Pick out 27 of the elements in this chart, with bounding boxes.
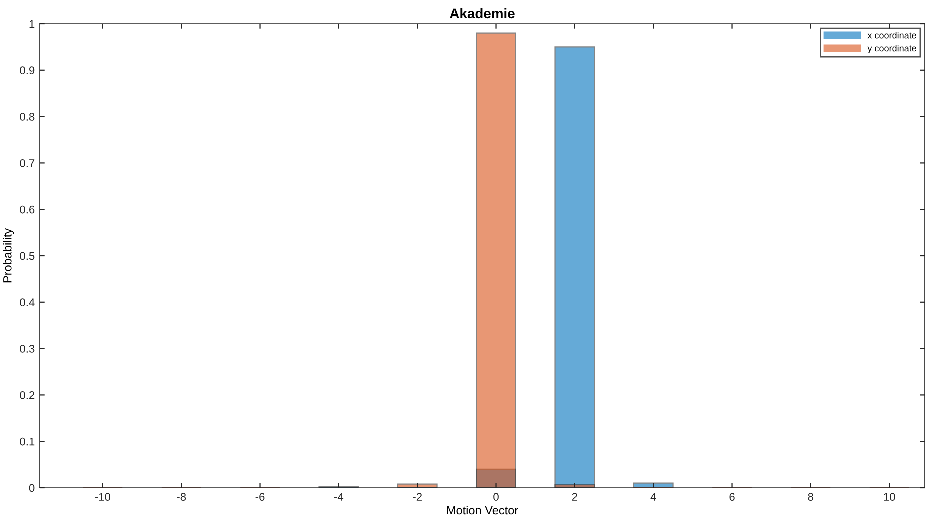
x-tick-label: -6 [256,493,265,502]
y-tick-label: 0 [29,484,35,492]
y-tick-label: 0.8 [20,113,35,121]
legend-label: y coordinate [868,45,916,54]
x-tick-label: 10 [884,493,896,502]
y-tick-label: 0.9 [20,66,35,75]
y-axis-title: Probability [3,228,14,283]
x-tick-label: 6 [730,493,735,502]
x-tick-label: 4 [650,493,656,501]
chart-title: Akademie [450,8,515,19]
x-tick-label: -8 [177,493,186,502]
y-tick-label: 0.6 [20,206,35,214]
legend-label: x coordinate [868,32,916,39]
y-tick-label: 1 [30,20,35,28]
y-tick-label: 0.4 [20,298,35,307]
y-tick-label: 0.1 [20,438,35,446]
x-tick-label: -10 [95,493,111,502]
x-tick-label: -2 [413,493,422,501]
y-tick-label: 0.3 [20,345,35,353]
x-tick-label: 8 [808,493,814,502]
x-tick-label: 0 [494,493,499,502]
y-tick-label: 0.2 [20,391,35,400]
y-tick-label: 0.7 [20,159,35,168]
x-tick-label: 2 [572,493,578,501]
x-tick-label: -4 [334,493,344,501]
x-axis-title: Motion Vector [447,506,518,515]
y-tick-label: 0.5 [20,252,35,260]
